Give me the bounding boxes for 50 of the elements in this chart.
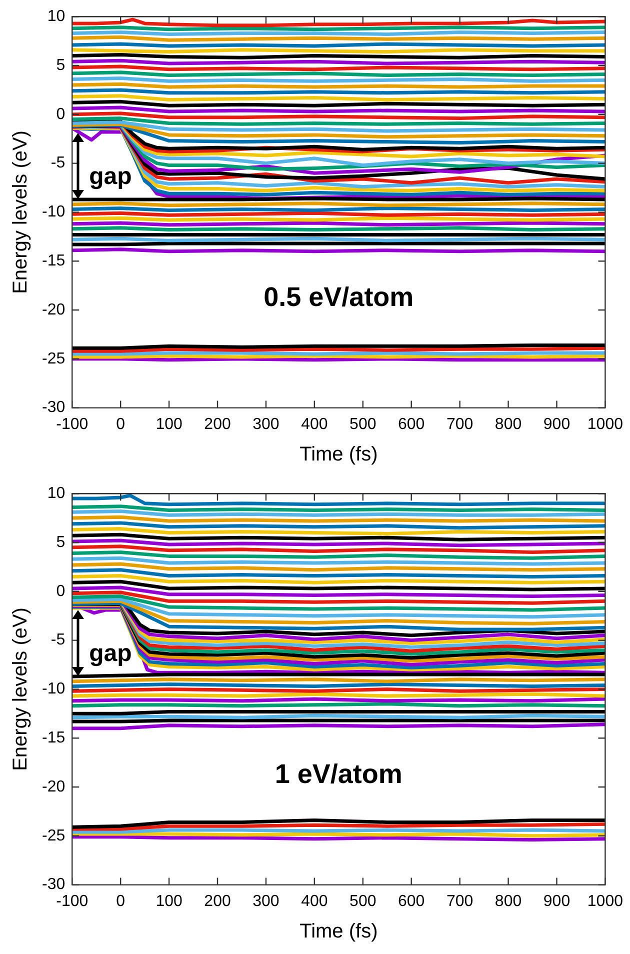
x-tick-label: 1000 xyxy=(587,416,624,433)
annotation: gap xyxy=(89,640,132,667)
y-tick-label: 0 xyxy=(56,582,66,600)
y-tick-label: -15 xyxy=(42,730,66,747)
x-tick-label: 100 xyxy=(156,416,182,433)
text: 0.5 eV/atom xyxy=(264,282,414,314)
y-tick-label: -10 xyxy=(42,204,66,221)
y-tick-label: 10 xyxy=(47,485,66,502)
x-tick-label: 500 xyxy=(350,416,376,433)
x-tick-label: 600 xyxy=(398,416,425,433)
y-tick-label: -5 xyxy=(50,154,66,172)
x-tick-label: 0 xyxy=(116,892,126,910)
x-tick-label: 800 xyxy=(494,416,522,433)
y-tick-label: 5 xyxy=(56,56,66,74)
y-tick-label: -10 xyxy=(42,680,66,698)
x-tick-label: -100 xyxy=(56,416,88,433)
x-tick-label: 500 xyxy=(350,892,376,910)
x-tick-label: -100 xyxy=(56,892,88,910)
y-tick-label: -25 xyxy=(42,827,66,844)
annotation: gap xyxy=(89,162,132,190)
x-tick-label: 200 xyxy=(204,892,231,910)
y-axis-title: Energy levels (eV) xyxy=(10,607,32,771)
x-tick-label: 300 xyxy=(252,892,280,910)
y-tick-label: 10 xyxy=(47,8,66,26)
x-tick-label: 900 xyxy=(543,416,570,433)
text: 1 eV/atom xyxy=(274,759,402,790)
x-tick-label: 1000 xyxy=(587,892,624,910)
x-tick-label: 900 xyxy=(543,892,570,910)
y-tick-label: -5 xyxy=(50,632,66,649)
y-tick-label: -20 xyxy=(42,301,66,318)
y-tick-label: -20 xyxy=(42,778,66,796)
x-tick-label: 100 xyxy=(156,892,182,910)
y-tick-label: -30 xyxy=(42,876,66,894)
y-tick-label: 0 xyxy=(56,106,66,123)
y-tick-label: 5 xyxy=(56,534,66,551)
x-tick-label: 0 xyxy=(116,416,126,433)
x-axis-title: Time (fs) xyxy=(300,920,378,943)
y-axis-title: Energy levels (eV) xyxy=(10,130,32,294)
x-tick-label: 700 xyxy=(446,416,474,433)
x-tick-label: 800 xyxy=(494,892,522,910)
x-tick-label: 600 xyxy=(398,892,425,910)
x-axis-title: Time (fs) xyxy=(300,444,378,466)
y-tick-label: -15 xyxy=(42,252,66,270)
x-tick-label: 400 xyxy=(301,416,328,433)
x-tick-label: 400 xyxy=(301,892,328,910)
y-tick-label: -30 xyxy=(42,399,66,416)
x-tick-label: 700 xyxy=(446,892,474,910)
x-tick-label: 300 xyxy=(252,416,280,433)
y-tick-label: -25 xyxy=(42,350,66,368)
x-tick-label: 200 xyxy=(204,416,231,433)
